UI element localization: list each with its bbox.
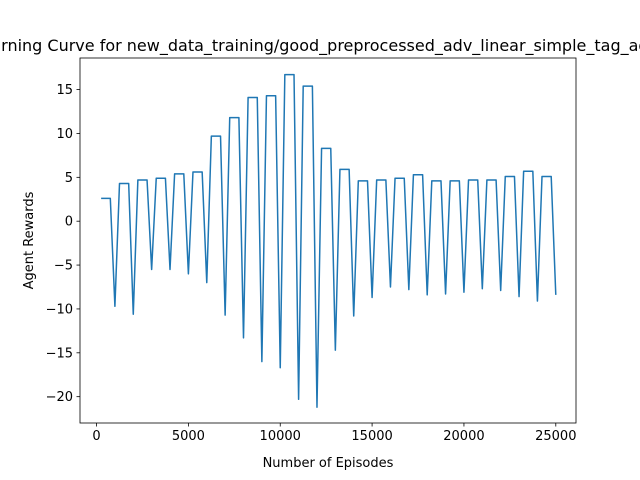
y-tick-label: −15	[46, 346, 73, 361]
x-tick-label: 10000	[260, 429, 301, 444]
x-tick-label: 25000	[535, 429, 576, 444]
y-tick-label: 0	[65, 215, 73, 230]
y-tick-label: −5	[54, 259, 73, 274]
y-axis-ticks: −20 −15 −10 −5 0 5 10 15	[46, 83, 80, 405]
y-tick-label: 5	[65, 171, 73, 186]
y-tick-label: −20	[46, 390, 73, 405]
x-axis-label: Number of Episodes	[263, 456, 394, 471]
x-axis-ticks: 0 5000 10000 15000 20000 25000	[92, 423, 576, 444]
x-tick-label: 5000	[172, 429, 205, 444]
y-tick-label: 15	[56, 83, 73, 98]
plot-frame	[79, 57, 577, 424]
x-tick-label: 20000	[443, 429, 484, 444]
y-tick-label: 10	[56, 127, 73, 142]
x-tick-label: 0	[92, 429, 100, 444]
y-tick-label: −10	[46, 302, 73, 317]
series-line-agent-rewards	[101, 73, 557, 408]
chart-title: Learning Curve for new_data_training/goo…	[0, 36, 640, 56]
y-axis-label: Agent Rewards	[22, 191, 37, 289]
x-tick-label: 15000	[351, 429, 392, 444]
